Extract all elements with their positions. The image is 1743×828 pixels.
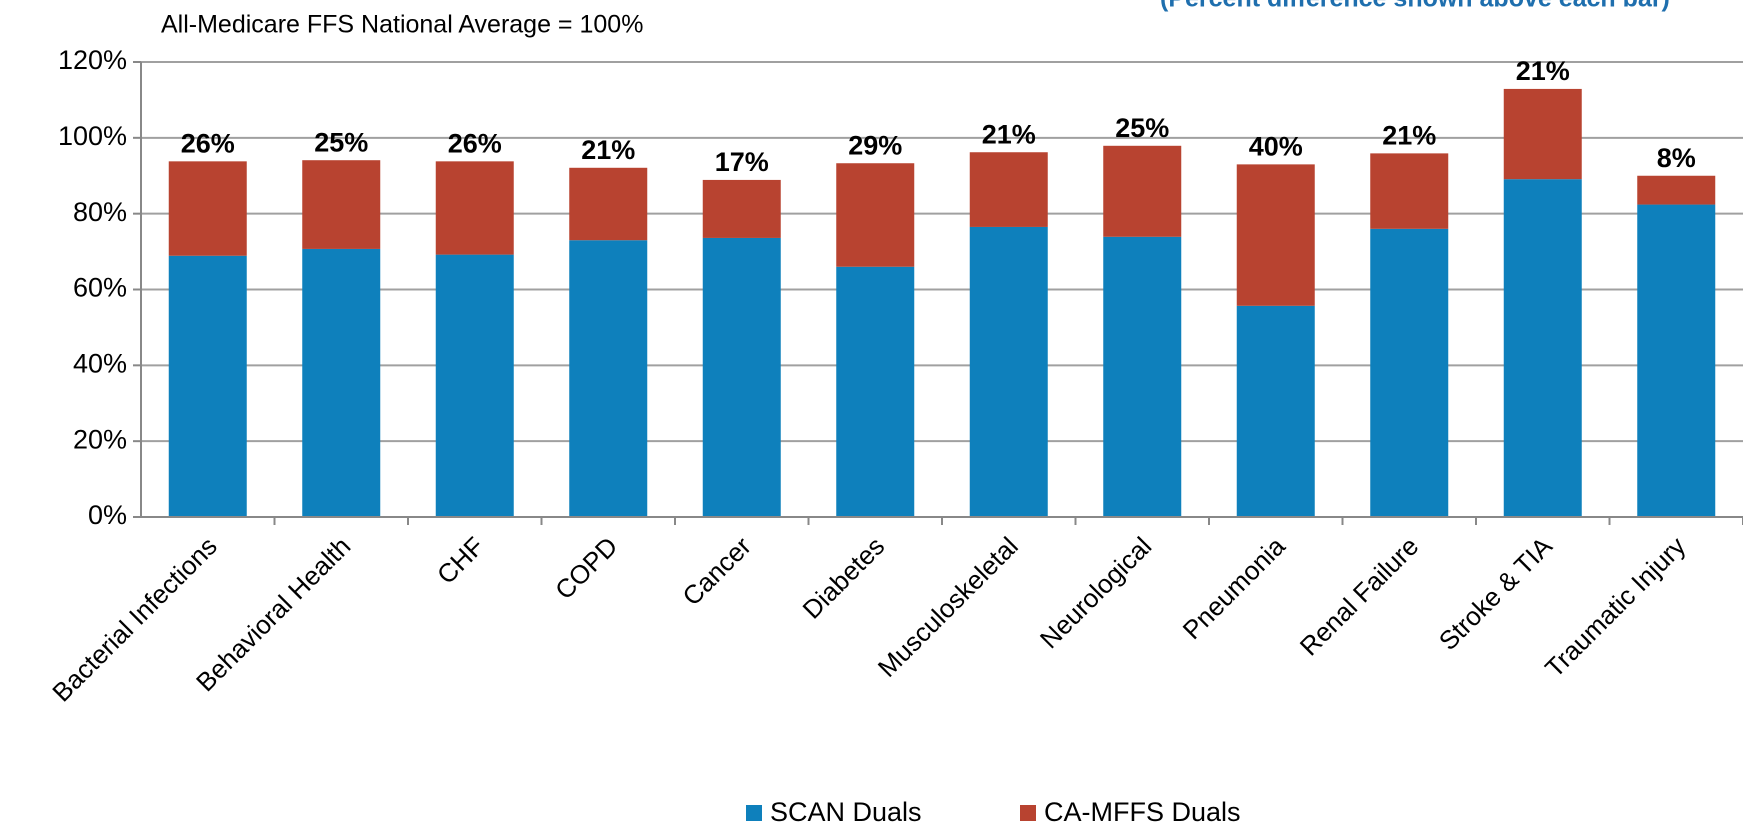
bar-segment	[1637, 175, 1716, 205]
difference-label: 29%	[848, 130, 902, 160]
difference-label: 25%	[1115, 113, 1169, 143]
y-tick-label: 120%	[58, 45, 127, 75]
y-tick-label: 0%	[88, 500, 127, 530]
x-tick-label: Neurological	[1034, 531, 1157, 654]
y-tick-label: 20%	[73, 424, 127, 454]
x-tick-label: Pneumonia	[1177, 531, 1292, 646]
bar-segment	[702, 237, 781, 517]
bar-segment	[702, 179, 781, 238]
bar-segment	[836, 266, 915, 517]
y-tick-label: 80%	[73, 197, 127, 227]
bar-segment	[969, 152, 1048, 227]
bar-segment	[1503, 179, 1582, 517]
difference-label: 26%	[448, 128, 502, 158]
difference-label: 21%	[1382, 121, 1436, 151]
x-tick-label: Traumatic Injury	[1539, 531, 1691, 683]
difference-label: 25%	[314, 127, 368, 157]
bar-segment	[1236, 164, 1315, 306]
bar-segment	[302, 248, 381, 517]
x-tick-label: COPD	[549, 531, 623, 605]
difference-label: 40%	[1249, 132, 1303, 162]
bar-segment	[1370, 228, 1449, 518]
chart-note: (Percent difference shown above each bar…	[1160, 0, 1670, 13]
chart-subtitle: All-Medicare FFS National Average = 100%	[161, 11, 643, 39]
y-tick-label: 100%	[58, 121, 127, 151]
difference-label: 8%	[1657, 143, 1696, 173]
y-tick-label: 40%	[73, 348, 127, 378]
bar-segment	[569, 240, 648, 518]
x-tick-label: Cancer	[676, 531, 757, 612]
bar-segment	[435, 161, 514, 255]
legend-label: SCAN Duals	[770, 797, 922, 827]
bar-segment	[1503, 88, 1582, 180]
bar-segment	[435, 254, 514, 517]
difference-label: 17%	[715, 147, 769, 177]
bar-segment	[1103, 236, 1182, 517]
bar-segment	[1103, 145, 1182, 237]
bar-segment	[1637, 204, 1716, 518]
difference-label: 21%	[581, 135, 635, 165]
x-tick-label: Renal Failure	[1294, 531, 1425, 662]
x-tick-label: Musculoskeletal	[872, 531, 1024, 683]
legend-swatch	[1020, 805, 1036, 821]
difference-label: 21%	[982, 119, 1036, 149]
x-tick-label: Diabetes	[797, 531, 891, 625]
legend-label: CA-MFFS Duals	[1044, 797, 1241, 827]
bar-segment	[1370, 153, 1449, 229]
bar-segment	[969, 226, 1048, 517]
bar-segment	[168, 255, 247, 518]
bar-segment	[569, 167, 648, 241]
difference-label: 26%	[181, 128, 235, 158]
bar-segment	[1236, 305, 1315, 517]
bar-segment	[168, 161, 247, 256]
difference-label: 21%	[1516, 56, 1570, 86]
x-tick-label: Stroke & TIA	[1433, 530, 1559, 656]
legend-swatch	[746, 805, 762, 821]
x-tick-label: CHF	[431, 531, 490, 590]
y-tick-label: 60%	[73, 273, 127, 303]
bar-segment	[302, 160, 381, 249]
bar-segment	[836, 163, 915, 267]
